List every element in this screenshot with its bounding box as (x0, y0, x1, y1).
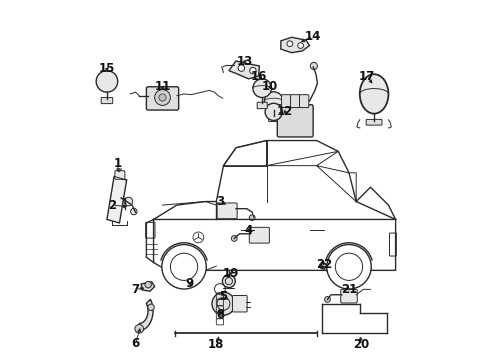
FancyBboxPatch shape (257, 102, 267, 109)
Circle shape (287, 41, 293, 46)
FancyBboxPatch shape (366, 120, 382, 125)
Polygon shape (229, 61, 259, 79)
Text: 7: 7 (131, 283, 140, 296)
FancyBboxPatch shape (101, 98, 113, 104)
Text: 12: 12 (276, 105, 293, 118)
FancyBboxPatch shape (217, 203, 237, 219)
Text: 3: 3 (216, 195, 224, 208)
Text: 10: 10 (262, 80, 278, 93)
Text: 22: 22 (316, 258, 332, 271)
Circle shape (310, 62, 318, 69)
Circle shape (124, 197, 133, 206)
Circle shape (159, 94, 166, 101)
Circle shape (131, 208, 137, 215)
FancyBboxPatch shape (299, 95, 309, 108)
Circle shape (265, 103, 282, 121)
Polygon shape (141, 282, 155, 291)
FancyBboxPatch shape (115, 171, 125, 179)
FancyBboxPatch shape (341, 289, 357, 303)
Text: 11: 11 (154, 80, 171, 93)
Text: 17: 17 (359, 69, 375, 82)
Text: 15: 15 (99, 62, 115, 75)
Circle shape (222, 275, 235, 288)
Text: 13: 13 (237, 55, 253, 68)
Text: 20: 20 (353, 338, 369, 351)
Text: 1: 1 (114, 157, 122, 170)
Circle shape (253, 79, 271, 98)
Circle shape (324, 297, 330, 302)
FancyBboxPatch shape (291, 95, 300, 108)
Text: 8: 8 (216, 308, 224, 321)
Circle shape (250, 67, 256, 74)
FancyBboxPatch shape (147, 87, 179, 110)
Circle shape (96, 71, 118, 92)
FancyBboxPatch shape (249, 227, 270, 243)
Circle shape (191, 265, 198, 272)
Circle shape (298, 42, 303, 48)
Text: 18: 18 (208, 338, 224, 351)
Circle shape (327, 244, 371, 289)
Text: 6: 6 (131, 337, 140, 350)
Circle shape (145, 282, 151, 288)
Circle shape (231, 235, 237, 241)
Text: 2: 2 (108, 199, 117, 212)
FancyBboxPatch shape (269, 115, 279, 122)
Text: 16: 16 (251, 69, 268, 82)
Text: 19: 19 (222, 267, 239, 280)
FancyBboxPatch shape (232, 296, 247, 312)
Text: 21: 21 (341, 283, 357, 296)
Circle shape (249, 215, 255, 221)
FancyBboxPatch shape (277, 105, 313, 137)
Polygon shape (281, 37, 310, 53)
Text: 5: 5 (220, 290, 228, 303)
Circle shape (148, 304, 154, 311)
Text: 9: 9 (185, 278, 194, 291)
Circle shape (319, 262, 326, 269)
Text: 4: 4 (245, 224, 253, 237)
Circle shape (162, 244, 206, 289)
Circle shape (155, 90, 171, 105)
Circle shape (265, 92, 283, 111)
Ellipse shape (360, 74, 389, 114)
Circle shape (135, 324, 144, 333)
Circle shape (238, 65, 245, 71)
Polygon shape (107, 176, 126, 223)
Text: 14: 14 (305, 30, 321, 43)
Circle shape (212, 292, 235, 315)
FancyBboxPatch shape (282, 95, 291, 108)
Polygon shape (139, 299, 153, 330)
